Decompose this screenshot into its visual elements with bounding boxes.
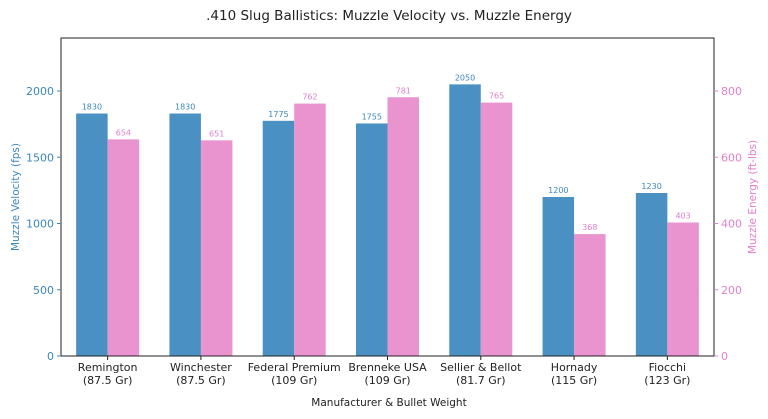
velocity-bar	[169, 113, 201, 357]
right-y-tick-label: 200	[721, 284, 742, 297]
x-tick-label: Brenneke USA (109 Gr)	[348, 361, 427, 387]
right-y-tick-label: 0	[721, 350, 728, 363]
velocity-data-label: 1830	[82, 103, 102, 112]
energy-bar	[294, 103, 326, 357]
energy-bar	[200, 140, 233, 356]
x-tick-label: Hornady (115 Gr)	[551, 361, 598, 387]
velocity-data-label: 1200	[548, 186, 568, 195]
velocity-bar	[356, 123, 388, 357]
left-y-tick-label: 1500	[26, 151, 54, 164]
velocity-data-label: 2050	[455, 73, 475, 82]
plot-frame	[60, 37, 715, 357]
x-tick-label-line: Hornady	[551, 361, 598, 374]
energy-data-label: 765	[489, 92, 504, 101]
velocity-bar	[262, 120, 295, 356]
right-y-tick-label: 400	[721, 218, 742, 231]
velocity-data-label: 1775	[268, 110, 288, 119]
x-tick-label-line: Fiocchi	[649, 361, 686, 374]
energy-data-label: 781	[396, 86, 411, 95]
left-y-tick-label: 1000	[26, 218, 54, 231]
energy-data-label: 403	[675, 212, 690, 221]
energy-bar	[574, 234, 606, 356]
right-y-axis-label: Muzzle Energy (ft-lbs)	[747, 140, 759, 254]
velocity-data-label: 1755	[362, 112, 382, 121]
velocity-bar	[635, 193, 668, 356]
left-y-axis-label: Muzzle Velocity (fps)	[10, 143, 22, 251]
energy-bar	[480, 102, 513, 356]
x-tick-label-line: (109 Gr)	[271, 374, 317, 387]
energy-bar	[387, 97, 419, 356]
x-axis-label: Manufacturer & Bullet Weight	[311, 397, 466, 409]
x-tick-label-line: Winchester	[170, 361, 232, 374]
energy-data-label: 654	[116, 128, 131, 137]
energy-data-label: 651	[209, 129, 224, 138]
velocity-bar	[449, 84, 481, 356]
x-tick-label-line: Sellier & Bellot	[440, 361, 522, 374]
x-tick-label: Winchester (87.5 Gr)	[170, 361, 232, 387]
energy-data-label: 762	[302, 93, 317, 102]
left-y-tick-label: 2000	[26, 85, 54, 98]
x-tick-label: Remington (87.5 Gr)	[78, 361, 138, 387]
x-tick-label-line: Federal Premium	[248, 361, 341, 374]
energy-bar	[667, 222, 699, 356]
energy-bar	[107, 139, 140, 356]
velocity-data-label: 1230	[641, 182, 661, 191]
velocity-bar	[542, 197, 575, 356]
velocity-bar	[76, 113, 108, 357]
x-tick-label-line: (81.7 Gr)	[456, 374, 506, 387]
x-tick-label-line: (87.5 Gr)	[176, 374, 226, 387]
velocity-data-label: 1830	[175, 103, 195, 112]
x-tick-label-line: (115 Gr)	[551, 374, 597, 387]
x-tick-label: Fiocchi (123 Gr)	[644, 361, 690, 387]
left-y-tick-label: 500	[33, 284, 54, 297]
chart-title: .410 Slug Ballistics: Muzzle Velocity vs…	[206, 8, 572, 24]
right-y-tick-label: 800	[721, 85, 742, 98]
left-y-tick-label: 0	[47, 350, 54, 363]
x-tick-label-line: (87.5 Gr)	[83, 374, 133, 387]
energy-data-label: 368	[582, 223, 597, 232]
x-tick-label-line: Brenneke USA	[348, 361, 427, 374]
x-tick-label-line: Remington	[78, 361, 138, 374]
x-tick-label: Sellier & Bellot (81.7 Gr)	[440, 361, 522, 387]
right-y-tick-label: 600	[721, 151, 742, 164]
x-tick-label-line: (123 Gr)	[644, 374, 690, 387]
x-tick-label: Federal Premium (109 Gr)	[248, 361, 341, 387]
x-tick-label-line: (109 Gr)	[364, 374, 410, 387]
